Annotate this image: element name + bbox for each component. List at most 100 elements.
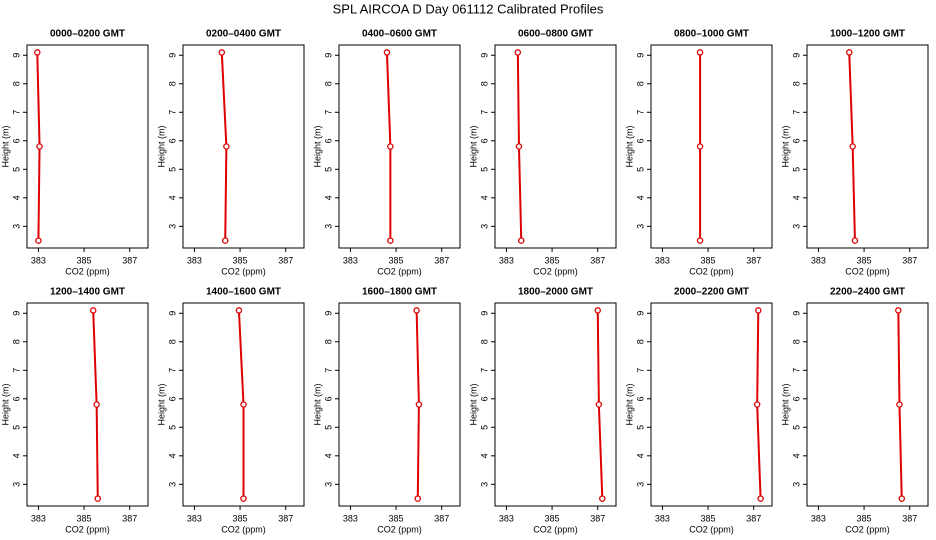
- x-tick-label: 385: [545, 255, 560, 265]
- y-tick-label: 3: [479, 482, 489, 487]
- y-tick-label: 8: [635, 81, 645, 86]
- profile-point: [599, 495, 606, 502]
- y-tick-label: 7: [11, 368, 21, 373]
- x-tick-label: 385: [233, 255, 248, 265]
- plot-frame: [494, 44, 617, 249]
- x-tick-label: 383: [343, 513, 358, 523]
- profile-point: [849, 143, 856, 150]
- panel-title: 1600–1800 GMT: [362, 287, 437, 298]
- y-axis-label: Height (m): [624, 125, 634, 167]
- y-tick-label: 9: [167, 53, 177, 58]
- panel-title: 2200–2400 GMT: [830, 287, 905, 298]
- y-tick-label: 3: [479, 224, 489, 229]
- y-tick-label: 4: [479, 453, 489, 458]
- x-tick-label: 383: [31, 255, 46, 265]
- y-tick-label: 3: [635, 482, 645, 487]
- x-tick-label: 385: [857, 255, 872, 265]
- y-tick-label: 3: [167, 224, 177, 229]
- y-tick-label: 6: [791, 138, 801, 143]
- y-tick-label: 4: [323, 453, 333, 458]
- y-tick-label: 6: [479, 396, 489, 401]
- panel-title: 1200–1400 GMT: [50, 287, 125, 298]
- x-axis-label: CO2 (ppm): [65, 524, 110, 534]
- y-tick-label: 7: [167, 368, 177, 373]
- profile-point: [895, 307, 902, 314]
- y-tick-label: 6: [791, 396, 801, 401]
- profile-point: [696, 237, 704, 244]
- y-tick-label: 5: [167, 425, 177, 430]
- plot-frame: [806, 302, 929, 507]
- panel: 0200–0400 GMT 383 385 387 3 4 5 6 7 8 9 CO2 (ppm) He…: [156, 29, 305, 276]
- y-tick-label: 7: [323, 368, 333, 373]
- plot-frame: [338, 302, 461, 507]
- profile-point: [413, 307, 420, 314]
- plot-frame: [26, 302, 149, 507]
- y-tick-label: 9: [167, 311, 177, 316]
- plot-frame: [26, 44, 149, 249]
- y-tick-label: 7: [791, 110, 801, 115]
- x-tick-label: 387: [122, 255, 137, 265]
- profile-point: [757, 495, 764, 502]
- y-tick-label: 9: [635, 53, 645, 58]
- profile-point: [383, 49, 391, 56]
- figure-title: SPL AIRCOA D Day 061112 Calibrated Profi…: [333, 1, 604, 16]
- x-tick-label: 387: [278, 255, 293, 265]
- y-tick-label: 6: [323, 138, 333, 143]
- y-tick-label: 7: [167, 110, 177, 115]
- profile-point: [755, 307, 762, 314]
- profile-point: [898, 495, 905, 502]
- profile-point: [223, 143, 230, 150]
- y-tick-label: 6: [323, 396, 333, 401]
- x-tick-label: 385: [857, 513, 872, 523]
- x-axis-label: CO2 (ppm): [221, 524, 266, 534]
- y-axis-label: Height (m): [156, 125, 166, 167]
- y-tick-label: 6: [167, 138, 177, 143]
- x-tick-label: 387: [902, 513, 917, 523]
- y-tick-label: 3: [11, 224, 21, 229]
- x-tick-label: 387: [434, 513, 449, 523]
- y-tick-label: 5: [635, 167, 645, 172]
- x-tick-label: 385: [389, 255, 404, 265]
- panel-title: 0800–1000 GMT: [674, 29, 749, 40]
- y-tick-label: 4: [791, 195, 801, 200]
- profile-point: [595, 401, 603, 408]
- y-tick-label: 9: [791, 311, 801, 316]
- profile-point: [896, 401, 903, 408]
- profile-point: [514, 49, 522, 56]
- plot-frame: [182, 302, 305, 507]
- y-axis-label: Height (m): [312, 125, 322, 167]
- y-tick-label: 4: [11, 195, 21, 200]
- y-tick-label: 7: [479, 110, 489, 115]
- y-tick-label: 3: [323, 224, 333, 229]
- x-tick-label: 383: [187, 255, 202, 265]
- profile-point: [851, 237, 859, 244]
- panel-title: 1800–2000 GMT: [518, 287, 593, 298]
- x-tick-label: 385: [701, 513, 716, 523]
- y-tick-label: 9: [635, 311, 645, 316]
- y-axis-label: Height (m): [0, 125, 10, 167]
- panel: 1600–1800 GMT 383 385 387 3 4 5 6 7 8 9 CO2 (ppm) He…: [312, 287, 461, 534]
- x-tick-label: 385: [77, 513, 92, 523]
- y-tick-label: 5: [791, 167, 801, 172]
- y-tick-label: 8: [791, 339, 801, 344]
- x-axis-label: CO2 (ppm): [845, 266, 890, 276]
- profile-point: [94, 495, 102, 502]
- y-tick-label: 8: [635, 339, 645, 344]
- x-tick-label: 383: [811, 513, 826, 523]
- y-tick-label: 5: [479, 167, 489, 172]
- profile-point: [36, 143, 43, 150]
- x-tick-label: 387: [590, 513, 605, 523]
- y-tick-label: 5: [479, 425, 489, 430]
- profile-point: [845, 49, 853, 56]
- panel-title: 1000–1200 GMT: [830, 29, 905, 40]
- panel-title: 0600–0800 GMT: [518, 29, 593, 40]
- profile-point: [235, 307, 243, 314]
- y-tick-label: 8: [479, 81, 489, 86]
- y-axis-label: Height (m): [780, 125, 790, 167]
- y-tick-label: 9: [479, 53, 489, 58]
- y-axis-label: Height (m): [312, 383, 322, 425]
- y-tick-label: 5: [11, 425, 21, 430]
- profile-point: [387, 143, 394, 150]
